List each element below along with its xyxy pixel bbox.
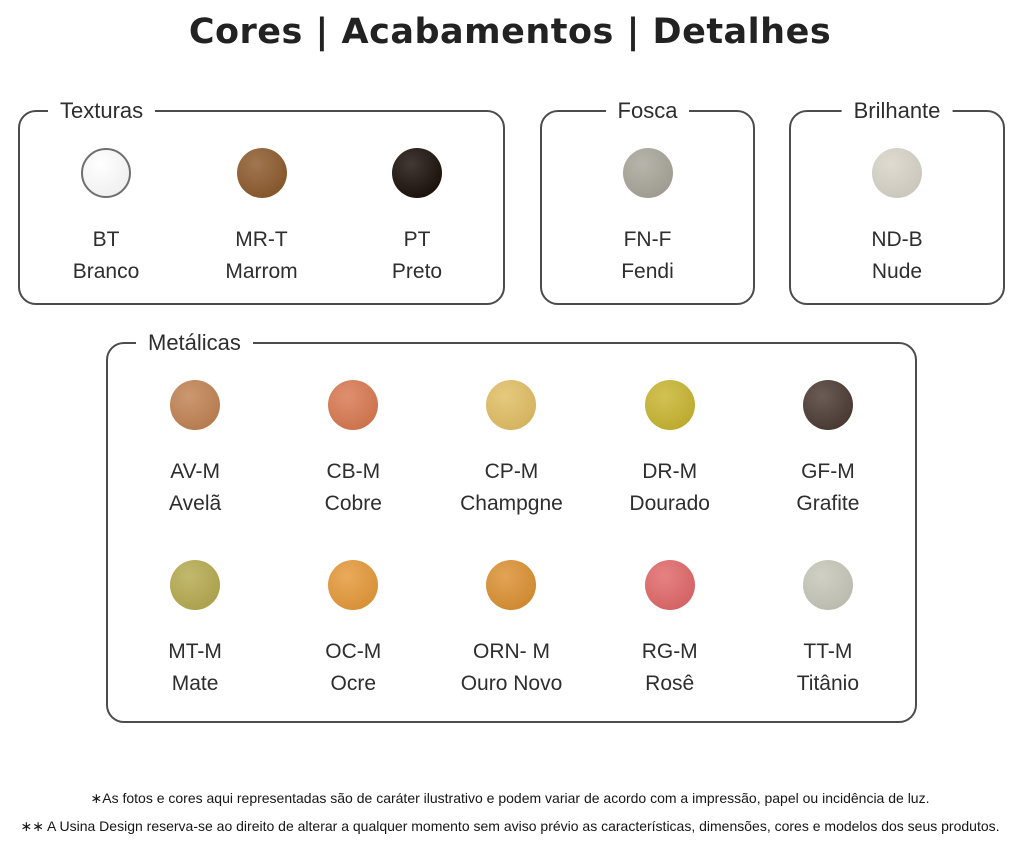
swatch-name: Grafite xyxy=(796,492,860,515)
color-dot-fendi xyxy=(622,148,673,198)
color-dot-avela xyxy=(170,380,221,430)
swatch-code: BT xyxy=(92,228,120,251)
color-dot-ocre xyxy=(328,560,379,610)
group-label-brilhante: Brilhante xyxy=(841,99,953,122)
swatch-name: Nude xyxy=(871,260,923,283)
swatch-code: CP-M xyxy=(484,460,539,483)
swatch-rgm-rose: RG-M Rosê xyxy=(596,560,744,700)
swatch-mrt-marrom: MR-T Marrom xyxy=(188,148,336,288)
swatch-code: FN-F xyxy=(623,228,672,251)
color-dot-cobre xyxy=(328,380,379,430)
color-dot-dourado xyxy=(644,380,695,430)
swatch-name: Champgne xyxy=(460,492,563,515)
swatch-name: Dourado xyxy=(629,492,710,515)
color-dot-marrom xyxy=(236,148,287,198)
group-brilhante: Brilhante ND-B Nude xyxy=(789,99,1005,305)
group-texturas: Texturas BT Branco MR-T Marrom PT Preto xyxy=(18,99,505,305)
swatch-code: GF-M xyxy=(801,460,855,483)
page-title: Cores | Acabamentos | Detalhes xyxy=(188,12,832,52)
swatch-code: CB-M xyxy=(326,460,381,483)
color-dot-mate xyxy=(170,560,221,610)
color-dot-ouro-novo xyxy=(486,560,537,610)
group-label-texturas: Texturas xyxy=(48,99,156,122)
color-dot-preto xyxy=(392,148,442,198)
swatch-cpm-champgne: CP-M Champgne xyxy=(437,380,585,520)
swatch-drm-dourado: DR-M Dourado xyxy=(596,380,744,520)
color-dot-champgne xyxy=(486,380,537,430)
metalicas-swatch-grid: AV-M Avelã CB-M Cobre CP-M Champgne DR-M… xyxy=(108,344,915,700)
swatch-ocm-ocre: OC-M Ocre xyxy=(279,560,427,700)
swatch-name: Cobre xyxy=(324,492,382,515)
swatch-gfm-grafite: GF-M Grafite xyxy=(754,380,902,520)
swatch-mtm-mate: MT-M Mate xyxy=(121,560,269,700)
fosca-swatch-row: FN-F Fendi xyxy=(542,112,753,288)
swatch-name: Mate xyxy=(171,672,219,695)
swatch-name: Ouro Novo xyxy=(460,672,563,695)
group-fosca: Fosca FN-F Fendi xyxy=(540,99,755,305)
swatch-code: DR-M xyxy=(642,460,698,483)
color-dot-branco xyxy=(81,148,131,198)
swatch-code: RG-M xyxy=(641,640,698,663)
disclaimer-line-2: ∗∗ A Usina Design reserva-se ao direito … xyxy=(20,818,1000,834)
swatch-fnf-fendi: FN-F Fendi xyxy=(574,148,722,288)
swatch-name: Avelã xyxy=(169,492,222,515)
swatch-name: Fendi xyxy=(621,260,674,283)
swatch-code: AV-M xyxy=(170,460,220,483)
swatch-bt-branco: BT Branco xyxy=(32,148,180,288)
swatch-code: ND-B xyxy=(871,228,923,251)
swatch-name: Marrom xyxy=(225,260,298,283)
color-dot-nude xyxy=(872,148,922,198)
swatch-code: TT-M xyxy=(803,640,853,663)
swatch-cbm-cobre: CB-M Cobre xyxy=(279,380,427,520)
swatch-name: Preto xyxy=(391,260,443,283)
swatch-name: Rosê xyxy=(645,672,695,695)
swatch-code: MR-T xyxy=(235,228,288,251)
swatch-code: OC-M xyxy=(325,640,382,663)
group-label-metalicas: Metálicas xyxy=(136,331,253,354)
color-dot-titanio xyxy=(802,560,853,610)
swatch-avm-avela: AV-M Avelã xyxy=(121,380,269,520)
swatch-code: PT xyxy=(403,228,431,251)
brilhante-swatch-row: ND-B Nude xyxy=(791,112,1003,288)
swatch-code: MT-M xyxy=(168,640,222,663)
swatch-name: Ocre xyxy=(330,672,377,695)
color-dot-grafite xyxy=(802,380,853,430)
swatch-name: Titânio xyxy=(796,672,860,695)
swatch-ornm-ouro-novo: ORN- M Ouro Novo xyxy=(437,560,585,700)
swatch-ndb-nude: ND-B Nude xyxy=(823,148,971,288)
disclaimer-line-1: ∗As fotos e cores aqui representadas são… xyxy=(90,790,930,806)
swatch-pt-preto: PT Preto xyxy=(343,148,491,288)
group-metalicas: Metálicas AV-M Avelã CB-M Cobre CP-M Cha… xyxy=(106,331,917,723)
swatch-ttm-titanio: TT-M Titânio xyxy=(754,560,902,700)
swatch-name: Branco xyxy=(72,260,140,283)
color-dot-rose xyxy=(644,560,695,610)
texturas-swatch-row: BT Branco MR-T Marrom PT Preto xyxy=(20,112,503,288)
swatch-code: ORN- M xyxy=(472,640,550,663)
group-label-fosca: Fosca xyxy=(605,99,690,122)
